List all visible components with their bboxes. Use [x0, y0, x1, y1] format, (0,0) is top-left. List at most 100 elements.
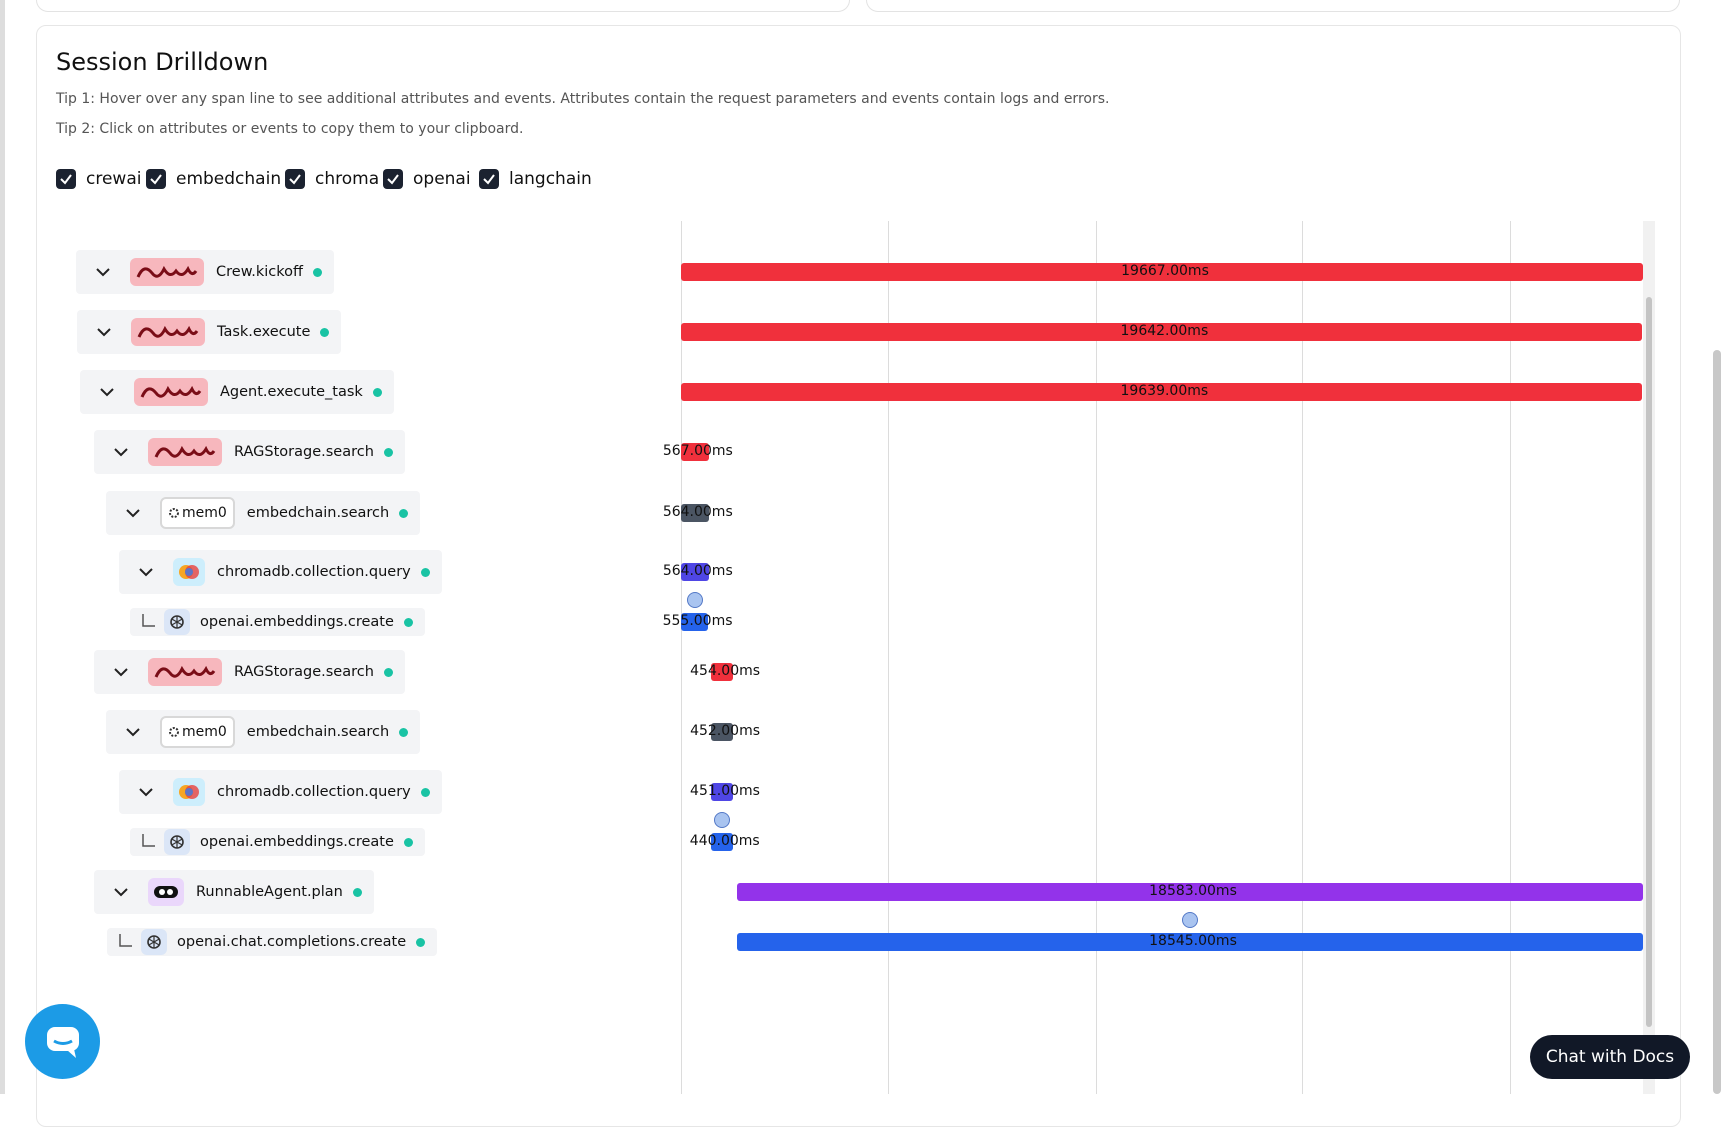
scrollbar [1643, 221, 1655, 1094]
expander [106, 504, 160, 522]
provider-badge [134, 378, 220, 406]
duration-bar [681, 383, 1642, 401]
span-row[interactable]: RAGStorage.search [94, 650, 405, 694]
provider-badge: mem0 [160, 716, 235, 748]
duration-label: 440.00ms [689, 833, 760, 849]
span-row[interactable]: openai.chat.completions.create [107, 928, 438, 956]
duration-bar [681, 613, 709, 631]
span-name: embedchain.search [246, 724, 390, 740]
chat-bubble[interactable] [25, 1004, 100, 1079]
grid-line [1302, 221, 1303, 1094]
span-row[interactable]: chromadb.collection.query [119, 770, 442, 814]
span-row[interactable]: mem0 embedchain.search [106, 491, 421, 535]
duration-label: 451.00ms [690, 783, 760, 799]
span-name: Task.execute [217, 324, 311, 340]
connector [130, 612, 164, 632]
grid-line [1510, 221, 1511, 1094]
span-row[interactable]: Task.execute [77, 310, 342, 354]
status-dot [420, 567, 430, 577]
status-dot [352, 887, 362, 897]
provider-name: mem0 [182, 505, 227, 521]
provider-name: mem0 [182, 724, 227, 740]
span-name: openai.chat.completions.create [177, 934, 407, 950]
provider-badge [148, 878, 196, 906]
top-card [866, 0, 1680, 12]
checkbox [146, 169, 166, 189]
expander [119, 563, 173, 581]
duration-bar [681, 263, 1643, 281]
event-marker [713, 812, 730, 828]
filter-label: chroma [315, 169, 380, 189]
filter[interactable]: crewai [56, 169, 141, 189]
expander [80, 383, 134, 401]
provider-badge [141, 929, 177, 955]
filter-label: embedchain [176, 169, 282, 189]
span-name: chromadb.collection.query [217, 784, 411, 800]
span-row[interactable]: Crew.kickoff [76, 250, 334, 294]
duration-label: 19667.00ms [1121, 263, 1209, 279]
filter[interactable]: openai [383, 169, 471, 189]
chat-button[interactable]: Chat with Docs [1530, 1035, 1690, 1079]
filter[interactable]: chroma [285, 169, 379, 189]
provider-badge [131, 318, 217, 346]
duration-label: 452.00ms [690, 723, 761, 739]
expander [119, 783, 173, 801]
provider-badge [130, 258, 216, 286]
provider-badge [173, 778, 217, 806]
duration-bar [681, 504, 709, 522]
duration-label: 564.00ms [662, 563, 733, 579]
span-name: openai.embeddings.create [200, 834, 394, 850]
grid-line [1096, 221, 1097, 1094]
span-name: RAGStorage.search [234, 444, 374, 460]
span-name: embedchain.search [246, 505, 390, 521]
event-marker [686, 592, 703, 608]
status-dot [399, 727, 409, 737]
provider-badge [164, 609, 200, 635]
duration-label: 19642.00ms [1120, 323, 1209, 339]
connector [130, 832, 164, 852]
span-row[interactable]: mem0 embedchain.search [106, 710, 421, 754]
duration-label: 19639.00ms [1120, 383, 1209, 399]
span-name: Agent.execute_task [220, 384, 363, 400]
status-dot [403, 837, 413, 847]
provider-badge: mem0 [160, 497, 235, 529]
span-row[interactable]: chromadb.collection.query [119, 550, 442, 594]
grid-line [681, 221, 682, 1094]
expander [77, 323, 131, 341]
duration-label: 555.00ms [662, 613, 733, 629]
checkbox [56, 169, 76, 189]
checkbox [383, 169, 403, 189]
duration-label: 454.00ms [690, 663, 761, 679]
duration-bar [711, 833, 733, 851]
expander [94, 883, 148, 901]
filter-label: openai [413, 169, 471, 189]
span-name: RAGStorage.search [234, 664, 374, 680]
expander [94, 443, 148, 461]
status-dot [383, 447, 393, 457]
status-dot [399, 508, 409, 518]
event-marker [1182, 912, 1198, 928]
filter[interactable]: embedchain [146, 169, 281, 189]
side-edge [0, 0, 5, 1094]
status-dot [403, 617, 413, 627]
duration-bar [737, 933, 1643, 951]
span-row[interactable]: openai.embeddings.create [130, 608, 425, 636]
span-row[interactable]: RunnableAgent.plan [94, 870, 374, 914]
page-scrollbar [1713, 350, 1721, 1094]
duration-bar [681, 443, 709, 461]
span-row[interactable]: Agent.execute_task [80, 370, 394, 414]
provider-badge [148, 658, 234, 686]
duration-bar [711, 783, 734, 801]
title: Session Drilldown [56, 48, 269, 76]
duration-label: 564.00ms [662, 504, 733, 520]
filter[interactable]: langchain [479, 169, 592, 189]
duration-bar [711, 723, 734, 741]
status-dot [383, 667, 393, 677]
status-dot [372, 387, 382, 397]
span-row[interactable]: RAGStorage.search [94, 430, 405, 474]
status-dot [416, 937, 426, 947]
span-row[interactable]: openai.embeddings.create [130, 828, 425, 856]
duration-bar [737, 883, 1643, 901]
span-name: openai.embeddings.create [200, 614, 394, 630]
top-card [36, 0, 850, 12]
